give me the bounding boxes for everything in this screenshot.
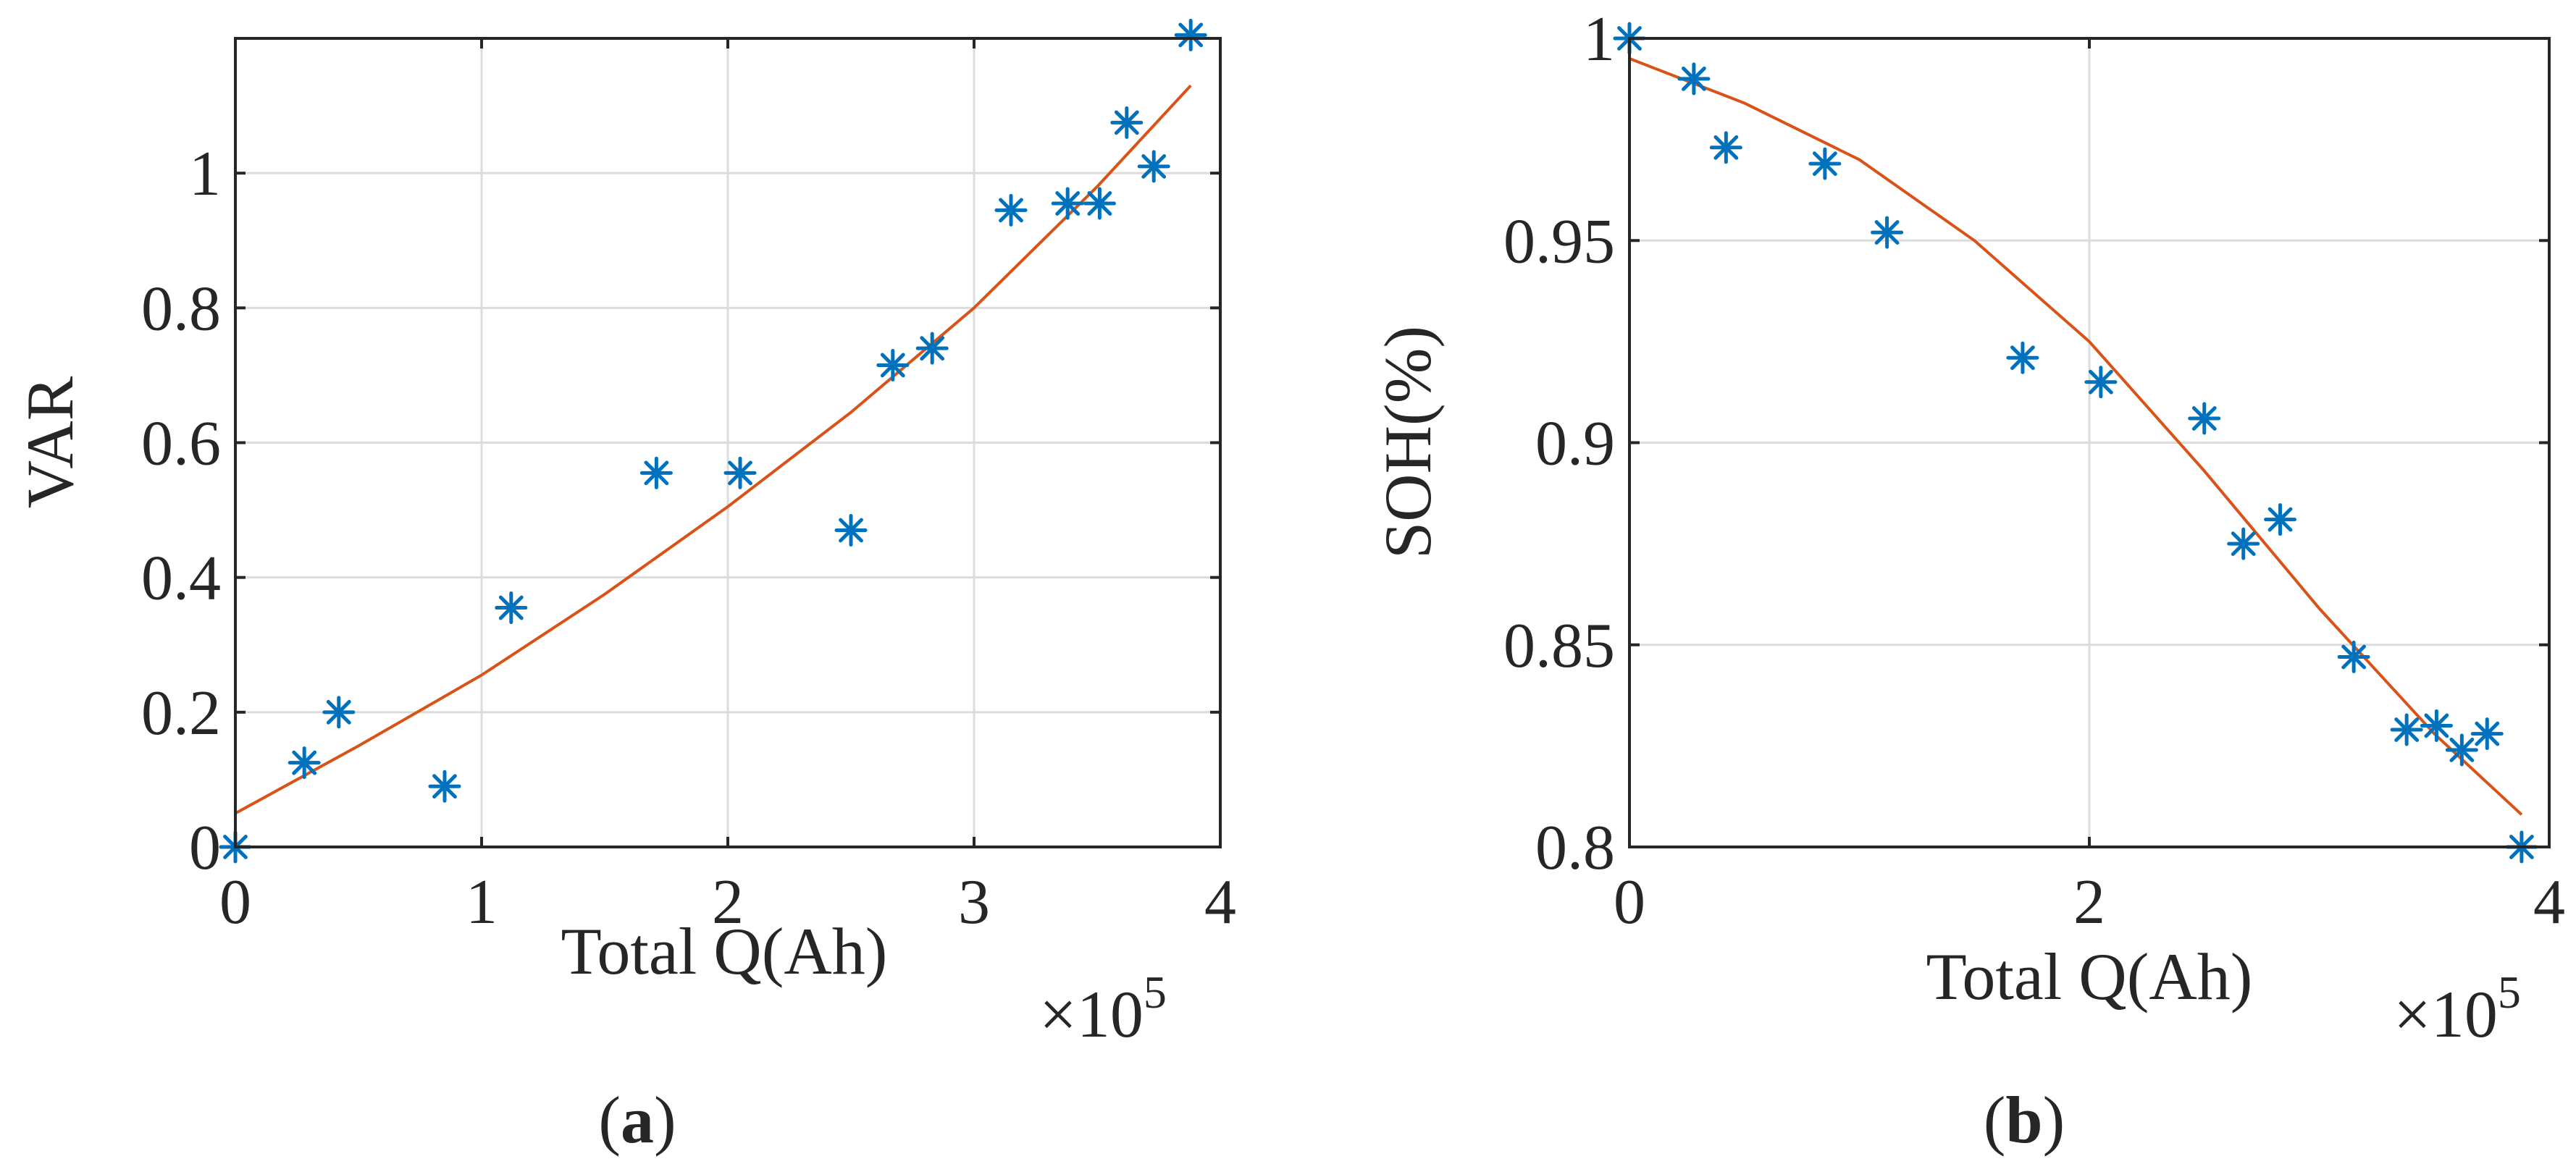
panel-a-data-point-8: [876, 348, 910, 381]
panel-a-xtick-label-3: 3: [958, 867, 990, 937]
panel-b-data-point-5: [2006, 341, 2039, 374]
panel-a-caption: (a): [598, 1083, 676, 1157]
panel-b-fit-layer: [1629, 57, 2523, 816]
panel-b-data-point-3: [1808, 147, 1842, 180]
panel-b-marker-layer: [1613, 22, 2538, 864]
panel-a-ytick-label-4: 0.8: [141, 274, 221, 344]
panel-b-data-point-1: [1677, 62, 1711, 96]
panel-a-ytick-label-2: 0.4: [141, 544, 221, 614]
panel-a-ticks: [234, 38, 1222, 848]
panel-a-data-point-7: [834, 514, 868, 547]
panel-a-data-point-9: [915, 332, 949, 365]
panel-b-data-point-11: [2390, 713, 2423, 746]
panel-a-y-axis-label: VAR: [13, 376, 87, 508]
panel-b-ticks: [1628, 37, 2551, 848]
panel-b-multiplier-exponent: 5: [2498, 966, 2521, 1018]
panel-a-xtick-label-1: 1: [466, 867, 498, 937]
panel-b-x-multiplier: ×105: [2394, 966, 2521, 1051]
panel-a-ytick-label-5: 1: [189, 139, 221, 209]
panel-a-x-multiplier: ×105: [1039, 966, 1167, 1051]
panel-a-ytick-label-3: 0.6: [141, 409, 221, 479]
panel-b-fit-line: [1629, 57, 2523, 816]
panel-b-y-axis-label: SOH(%): [1371, 326, 1445, 559]
panel-b-data-point-10: [2337, 641, 2370, 674]
panel-b-xtick-label-2: 4: [2533, 867, 2565, 937]
panel-a-xtick-label-4: 4: [1204, 867, 1236, 937]
panel-a-data-point-15: [1174, 18, 1207, 51]
panel-b-caption-letter: b: [2005, 1083, 2042, 1157]
panel-b-ytick-label-3: 0.95: [1503, 206, 1615, 277]
panel-b-ytick-label-4: 1: [1583, 4, 1615, 75]
panel-a-multiplier-exponent: 5: [1144, 966, 1167, 1018]
panel-b-multiplier-base: ×10: [2394, 977, 2498, 1051]
panel-a-data-point-11: [1051, 187, 1084, 220]
panel-b-data-point-6: [2084, 366, 2118, 399]
panel-b-xtick-labels: 0 2 4: [1614, 867, 2565, 937]
panel-b-x-axis-label: Total Q(Ah): [1926, 940, 2253, 1013]
panel-b-data-point-9: [2264, 503, 2297, 536]
panel-b-xtick-label-0: 0: [1614, 867, 1645, 937]
panel-b: 0 2 4 0.8 0.85 0.9 0.95 1 Total Q(Ah) SOH(%) ×…: [1371, 4, 2565, 1157]
panel-a-data-point-10: [994, 193, 1028, 227]
panel-a-ytick-labels: 0 0.2 0.4 0.6 0.8 1: [141, 139, 221, 883]
panel-a-ytick-label-1: 0.2: [141, 678, 221, 749]
panel-a-multiplier-base: ×10: [1039, 977, 1144, 1051]
panel-a-xtick-label-2: 2: [712, 867, 744, 937]
panel-a-ytick-label-0: 0: [189, 813, 221, 883]
panel-b-xtick-label-1: 2: [2073, 867, 2105, 937]
panel-b-data-point-7: [2188, 402, 2221, 435]
panel-a-caption-letter: a: [621, 1083, 654, 1157]
panel-a-grid: [234, 38, 1222, 848]
panel-b-ytick-labels: 0.8 0.85 0.9 0.95 1: [1503, 4, 1615, 883]
panel-a-data-point-12: [1083, 187, 1116, 220]
panel-a-x-axis-label: Total Q(Ah): [561, 914, 888, 988]
panel-a-data-point-14: [1137, 150, 1170, 183]
panel-b-ytick-label-2: 0.9: [1535, 409, 1615, 479]
panel-a-data-point-1: [288, 746, 321, 780]
panel-b-data-point-4: [1871, 216, 1904, 249]
panel-b-caption: (b): [1984, 1083, 2065, 1157]
panel-a-data-point-13: [1110, 106, 1144, 139]
panel-a-data-point-5: [639, 456, 673, 489]
panel-b-ytick-label-1: 0.85: [1503, 611, 1615, 681]
panel-b-data-point-8: [2227, 527, 2260, 560]
panel-a: 0 1 2 3 4 0 0.2 0.4 0.6 0.8 1 Total Q(Ah) VAR ×10…: [13, 18, 1236, 1157]
panel-b-data-point-14: [2470, 717, 2504, 751]
panel-a-data-point-2: [322, 696, 356, 729]
panel-b-ytick-label-0: 0.8: [1535, 813, 1615, 883]
panel-a-data-point-4: [495, 591, 528, 625]
panel-b-data-point-12: [2420, 709, 2453, 742]
panel-b-data-point-2: [1709, 131, 1742, 164]
panel-a-fit-layer: [235, 84, 1192, 815]
panel-a-data-point-3: [428, 770, 461, 803]
panel-b-data-point-13: [2445, 733, 2478, 767]
panel-a-xtick-labels: 0 1 2 3 4: [219, 867, 1236, 937]
panel-a-data-point-6: [723, 456, 757, 489]
panel-a-fit-line: [235, 84, 1192, 815]
panel-a-marker-layer: [219, 18, 1207, 864]
panel-a-xtick-label-0: 0: [219, 867, 251, 937]
